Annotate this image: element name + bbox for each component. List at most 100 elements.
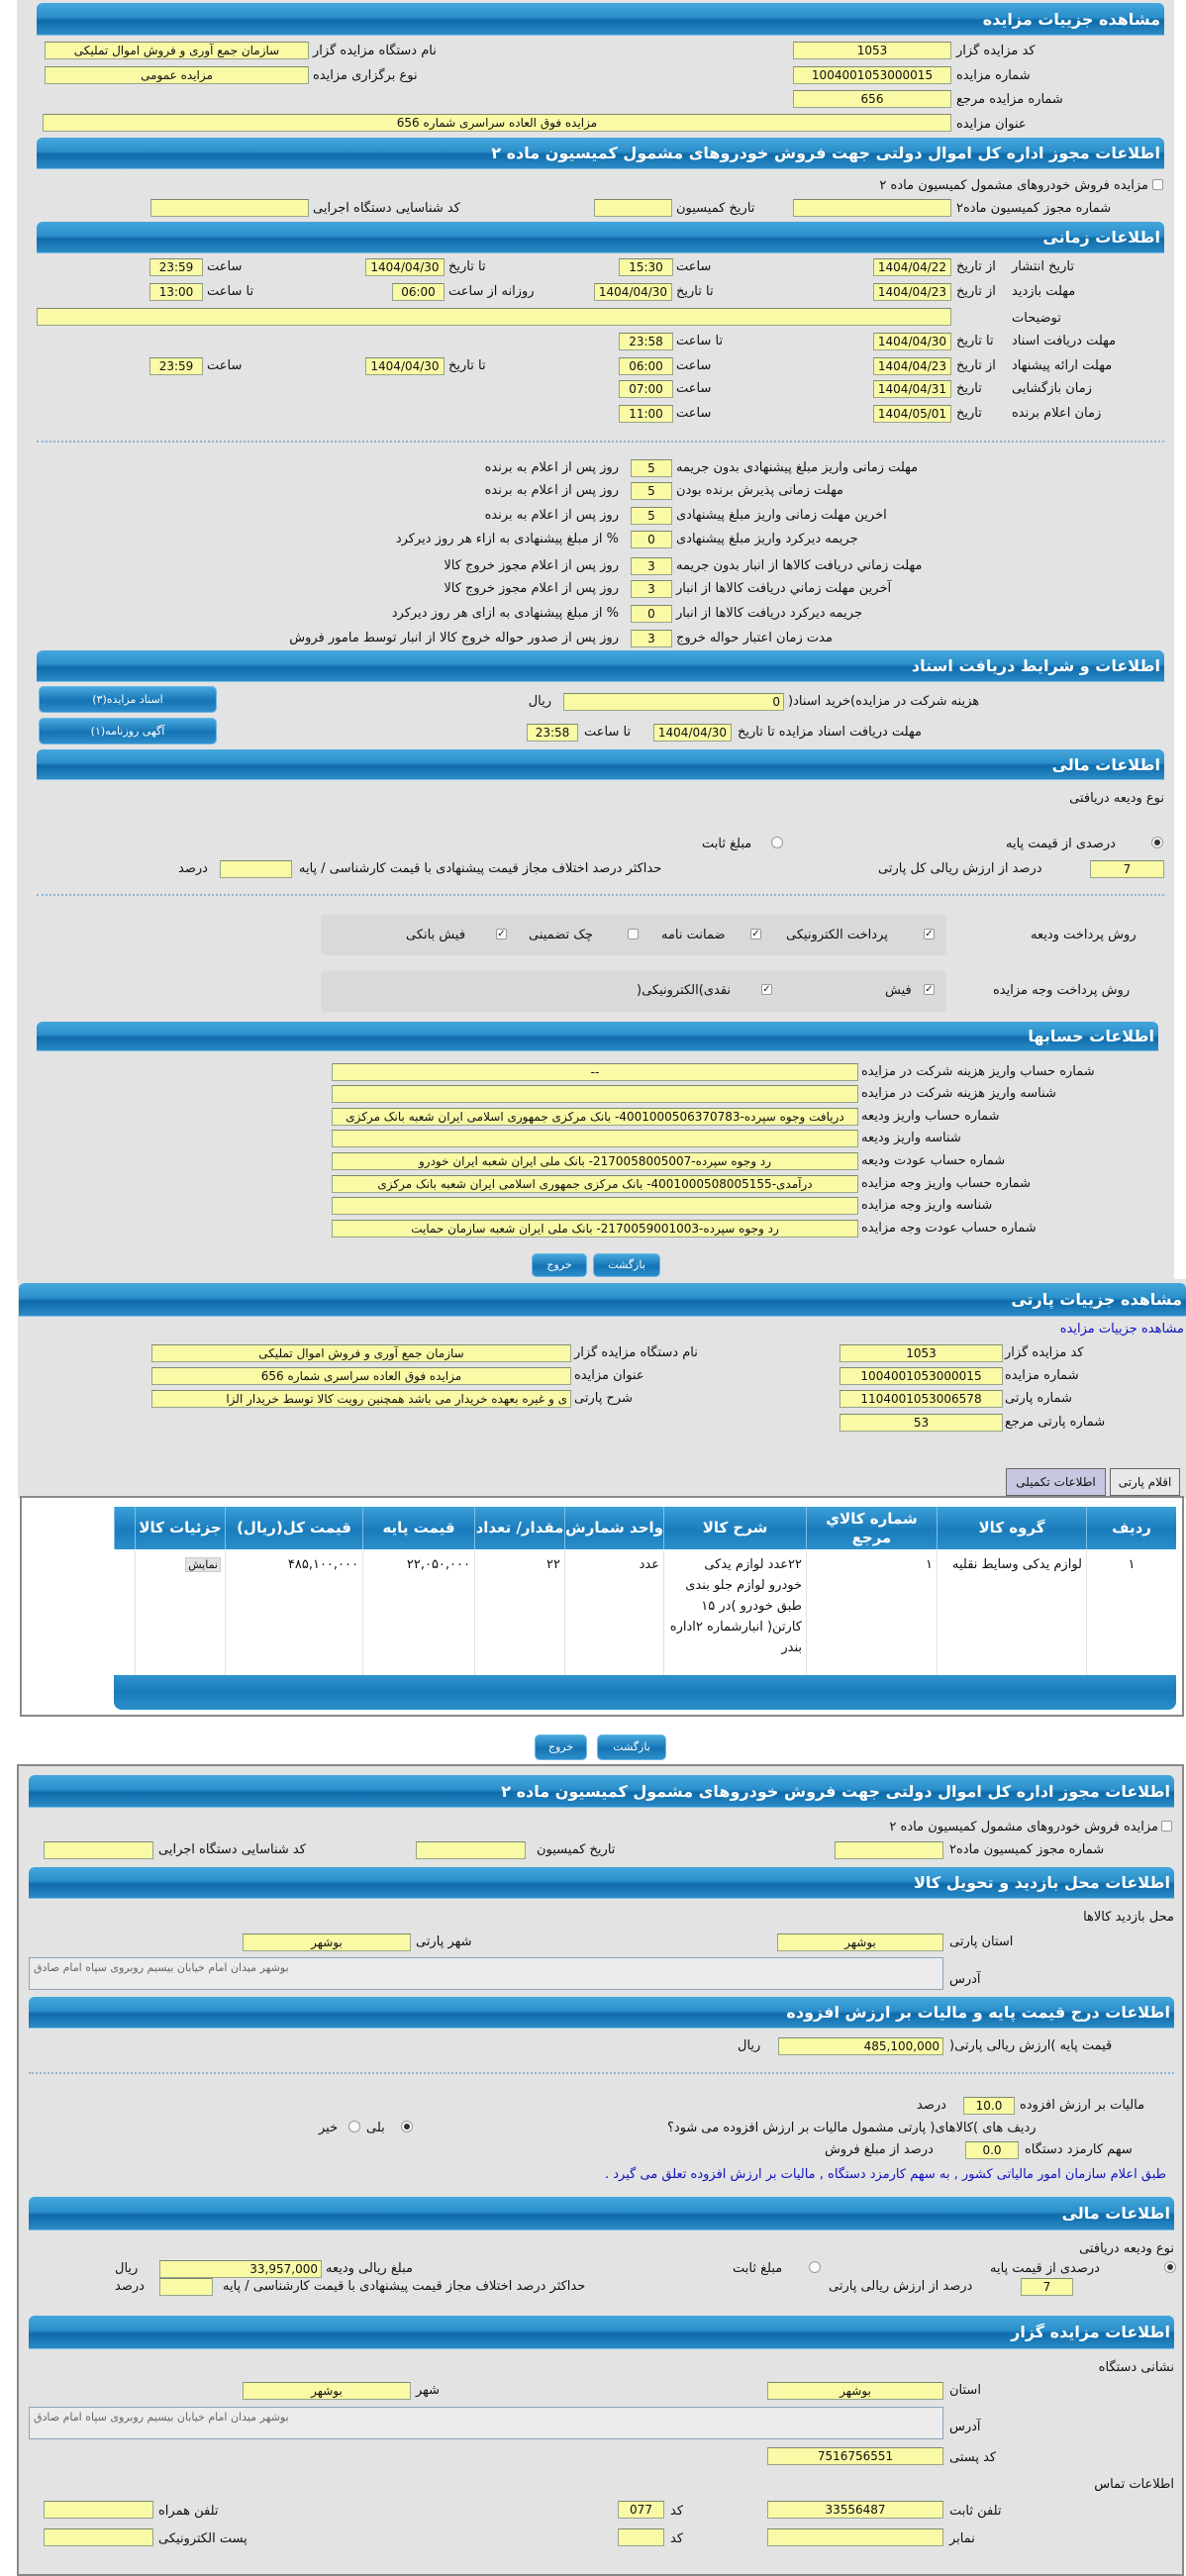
- vat-yes-radio[interactable]: [401, 2121, 413, 2132]
- address-field[interactable]: بوشهر میدان امام خیابان بیسیم روبروی سپا…: [29, 2407, 943, 2439]
- email-field[interactable]: [44, 2528, 153, 2546]
- auctioneer-org-field[interactable]: سازمان جمع آوری و فروش اموال تملیکی: [45, 42, 309, 59]
- deadline-value-field[interactable]: 0: [631, 531, 672, 548]
- table-header-cell[interactable]: مقدار/ تعداد: [474, 1507, 564, 1549]
- auction-details-link[interactable]: مشاهده جزییات مزایده: [1059, 1322, 1184, 1337]
- fee-share-field[interactable]: 0.0: [965, 2141, 1019, 2159]
- table-header-cell[interactable]: شرح کالا: [663, 1507, 806, 1549]
- auction-number-field[interactable]: 1004001053000015: [793, 66, 951, 84]
- party-address-field[interactable]: بوشهر میدان امام خیابان بیسیم روبروی سپا…: [29, 1957, 943, 1990]
- auction-title-field[interactable]: مزایده فوق العاده سراسری شماره 656: [151, 1367, 571, 1385]
- payment-method-checkbox[interactable]: ✓: [761, 984, 772, 995]
- account-field[interactable]: رد وجوه سپرده-2170059001003- بانک ملی ای…: [332, 1220, 858, 1238]
- account-field[interactable]: [332, 1130, 858, 1147]
- permit-number-field[interactable]: [793, 199, 951, 217]
- table-header-cell[interactable]: قیمت پایه: [362, 1507, 474, 1549]
- time-field[interactable]: 07:00: [619, 380, 673, 398]
- deposit-percent-radio[interactable]: [1164, 2261, 1176, 2273]
- back-button[interactable]: بازگشت: [593, 1253, 660, 1277]
- permit-number-field[interactable]: [835, 1841, 943, 1859]
- time-field[interactable]: 06:00: [619, 357, 673, 375]
- docs-deadline-date-field[interactable]: 1404/04/30: [653, 724, 732, 742]
- table-header-cell[interactable]: قیمت کل(ریال): [225, 1507, 362, 1549]
- deadline-value-field[interactable]: 3: [631, 557, 672, 575]
- deadline-value-field[interactable]: 0: [631, 605, 672, 623]
- deposit-method-checkbox[interactable]: ✓: [750, 929, 761, 940]
- deposit-amount-field[interactable]: 33,957,000: [159, 2260, 322, 2278]
- auction-number-field[interactable]: 1004001053000015: [840, 1367, 1003, 1385]
- party-description-field[interactable]: ی و غیره بعهده خریدار می باشد همچنین روی…: [151, 1390, 571, 1408]
- date-field[interactable]: 1404/04/30: [365, 258, 445, 276]
- vat-field[interactable]: 10.0: [963, 2097, 1015, 2115]
- commission-date-field[interactable]: [416, 1841, 526, 1859]
- party-province-field[interactable]: بوشهر: [777, 1933, 943, 1951]
- time-field[interactable]: 15:30: [619, 258, 673, 276]
- table-header-cell[interactable]: ردیف: [1086, 1507, 1176, 1549]
- max-diff-field[interactable]: [159, 2278, 213, 2296]
- mobile-field[interactable]: [44, 2501, 153, 2519]
- date-field[interactable]: 1404/04/31: [873, 380, 951, 398]
- commission-checkbox[interactable]: [1161, 1821, 1172, 1832]
- deposit-percent-radio[interactable]: [1151, 837, 1163, 848]
- time-field[interactable]: 23:59: [149, 258, 203, 276]
- account-field[interactable]: --: [332, 1063, 858, 1081]
- party-city-field[interactable]: بوشهر: [243, 1933, 411, 1951]
- party-ref-field[interactable]: 53: [840, 1414, 1003, 1432]
- deposit-percent-field[interactable]: 7: [1021, 2278, 1073, 2296]
- auction-ref-field[interactable]: 656: [793, 90, 951, 108]
- exec-code-field[interactable]: [44, 1841, 153, 1859]
- date-field[interactable]: 1404/04/30: [873, 333, 951, 350]
- auctioneer-code-field[interactable]: 1053: [840, 1344, 1003, 1362]
- back-button[interactable]: بازگشت: [597, 1734, 666, 1760]
- auction-type-field[interactable]: مزایده عمومی: [45, 66, 309, 84]
- deposit-method-checkbox[interactable]: [628, 929, 639, 940]
- account-field[interactable]: درآمدی-4001000508005155- بانک مرکزی جمهو…: [332, 1175, 858, 1193]
- auction-title-field[interactable]: مزایده فوق العاده سراسری شماره 656: [43, 114, 951, 132]
- postal-code-field[interactable]: 7516756551: [767, 2447, 943, 2465]
- fax-field[interactable]: [767, 2528, 943, 2546]
- commission-date-field[interactable]: [594, 199, 672, 217]
- table-header-cell[interactable]: واحد شمارش: [564, 1507, 663, 1549]
- deadline-value-field[interactable]: 3: [631, 630, 672, 647]
- deposit-percent-field[interactable]: 7: [1090, 860, 1164, 878]
- tab-extra-info[interactable]: اطلاعات تکمیلی: [1006, 1468, 1106, 1496]
- docs-deadline-time-field[interactable]: 23:58: [527, 724, 578, 742]
- time-field[interactable]: 11:00: [619, 405, 673, 423]
- table-header-cell[interactable]: گروه کالا: [937, 1507, 1086, 1549]
- deposit-method-checkbox[interactable]: ✓: [496, 929, 507, 940]
- date-field[interactable]: 1404/04/30: [365, 357, 445, 375]
- newspaper-ad-button[interactable]: آگهی روزنامه(۱): [39, 718, 217, 744]
- date-field[interactable]: 1404/05/01: [873, 405, 951, 423]
- auctioneer-org-field[interactable]: سازمان جمع آوری و فروش اموال تملیکی: [151, 1344, 571, 1362]
- phone-code-field[interactable]: 077: [618, 2501, 664, 2519]
- exit-button[interactable]: خروج: [532, 1253, 587, 1277]
- city-field[interactable]: بوشهر: [243, 2382, 411, 2400]
- phone-field[interactable]: 33556487: [767, 2501, 943, 2519]
- account-field[interactable]: دریافت وجوه سپرده-4001000506370783- بانک…: [332, 1108, 858, 1126]
- time-field[interactable]: 06:00: [392, 283, 445, 301]
- deadline-value-field[interactable]: 5: [631, 459, 672, 477]
- date-field[interactable]: 1404/04/22: [873, 258, 951, 276]
- province-field[interactable]: بوشهر: [767, 2382, 943, 2400]
- payment-method-checkbox[interactable]: ✓: [924, 984, 935, 995]
- table-header-cell[interactable]: شماره کالاي مرجع: [806, 1507, 937, 1549]
- auctioneer-code-field[interactable]: 1053: [793, 42, 951, 59]
- exit-button[interactable]: خروج: [535, 1734, 587, 1760]
- deadline-value-field[interactable]: 5: [631, 482, 672, 500]
- account-field[interactable]: [332, 1197, 858, 1215]
- account-field[interactable]: [332, 1085, 858, 1103]
- commission-checkbox[interactable]: [1152, 179, 1163, 190]
- date-field[interactable]: 1404/04/23: [873, 283, 951, 301]
- table-header-cell[interactable]: جزئیات کالا: [135, 1507, 225, 1549]
- participation-fee-field[interactable]: 0: [563, 693, 784, 711]
- auction-docs-button[interactable]: اسناد مزایده(۳): [39, 686, 217, 713]
- party-number-field[interactable]: 1104001053006578: [840, 1390, 1003, 1408]
- max-diff-field[interactable]: [220, 860, 292, 878]
- deadline-value-field[interactable]: 5: [631, 507, 672, 525]
- exec-code-field[interactable]: [150, 199, 309, 217]
- vat-no-radio[interactable]: [348, 2121, 360, 2132]
- fax-code-field[interactable]: [618, 2528, 664, 2546]
- deposit-fixed-radio[interactable]: [809, 2261, 821, 2273]
- deposit-method-checkbox[interactable]: ✓: [924, 929, 935, 940]
- tab-party-items[interactable]: اقلام پارتی: [1110, 1468, 1180, 1496]
